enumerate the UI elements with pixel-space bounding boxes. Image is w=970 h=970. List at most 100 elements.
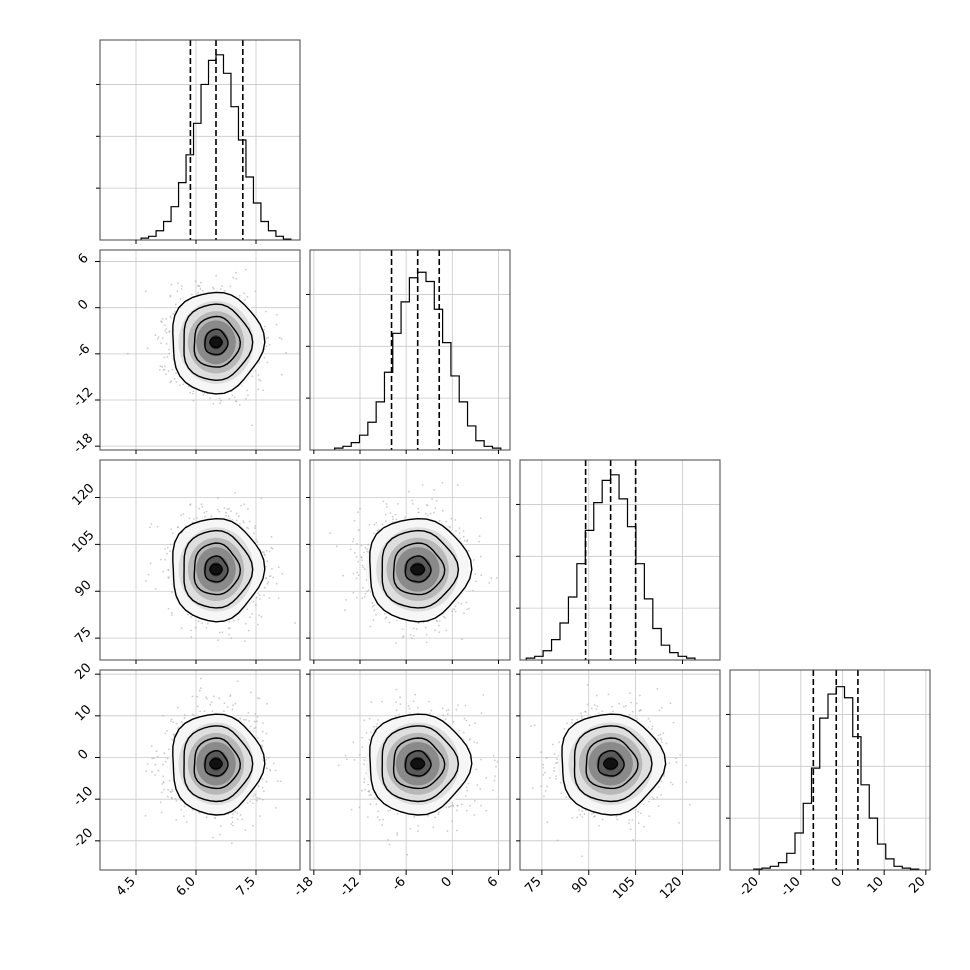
scatter-point [205, 697, 208, 700]
scatter-point [182, 383, 185, 386]
scatter-point [238, 404, 241, 406]
scatter-point [170, 718, 173, 721]
scatter-point [371, 602, 374, 604]
scatter-point [158, 369, 161, 371]
scatter-point [351, 540, 354, 543]
scatter-point [259, 797, 261, 800]
scatter-point [256, 720, 258, 723]
contour-line [404, 555, 432, 583]
scatter-point [165, 342, 168, 345]
scatter-point [277, 566, 280, 569]
scatter-point [244, 640, 246, 642]
scatter-point [355, 556, 358, 558]
scatter-point [413, 635, 415, 637]
scatter-point [164, 558, 167, 561]
scatter-point [256, 697, 259, 699]
scatter-point [189, 504, 192, 506]
scatter-point [163, 368, 166, 371]
scatter-point [164, 324, 166, 326]
scatter-point [468, 549, 470, 552]
scatter-point [144, 290, 147, 293]
scatter-point [409, 634, 412, 636]
scatter-point [466, 608, 469, 611]
scatter-point [166, 552, 169, 555]
scatter-point [488, 582, 491, 584]
scatter-point [264, 325, 266, 328]
scatter-point [165, 318, 168, 320]
scatter-point [188, 517, 191, 520]
scatter-point [197, 291, 200, 294]
scatter-point [434, 507, 437, 509]
scatter-point [264, 554, 266, 557]
scatter-point [205, 510, 208, 513]
scatter-point [190, 636, 193, 638]
scatter-point [408, 490, 410, 493]
scatter-point [266, 582, 269, 585]
scatter-point [174, 798, 177, 800]
contour-peak [410, 563, 426, 576]
scatter-point [212, 402, 215, 405]
scatter-point [156, 525, 159, 528]
scatter-point [168, 348, 170, 351]
scatter-point [231, 821, 234, 824]
scatter-point [171, 591, 173, 594]
scatter-point [385, 520, 387, 523]
scatter-point [329, 532, 332, 534]
scatter-point [265, 345, 268, 347]
scatter-point [259, 379, 262, 382]
scatter-point [180, 285, 183, 287]
scatter-point [264, 565, 267, 568]
scatter-point [203, 511, 206, 514]
scatter-point [173, 378, 176, 380]
scatter-point [235, 519, 238, 522]
scatter-point [199, 287, 202, 290]
scatter-point [438, 519, 441, 522]
scatter-point [385, 616, 388, 619]
scatter-point [384, 513, 387, 516]
scatter-point [228, 397, 231, 400]
scatter-point [180, 808, 183, 811]
scatter-point [421, 484, 424, 486]
scatter-point [450, 517, 453, 520]
scatter-point [258, 614, 261, 617]
scatter-point [433, 511, 435, 514]
scatter-point [345, 599, 347, 601]
scatter-point [402, 635, 405, 637]
scatter-point [415, 628, 418, 630]
scatter-point [200, 503, 203, 506]
density-content [126, 248, 287, 427]
scatter-point [240, 504, 242, 507]
density-panel-0-3 [99, 669, 301, 871]
contour-line [183, 303, 254, 382]
scatter-point [456, 484, 459, 487]
scatter-point [278, 336, 281, 339]
histogram-frame [729, 669, 931, 871]
scatter-point [474, 573, 477, 575]
density-content [144, 677, 282, 845]
scatter-point [438, 624, 440, 627]
scatter-point [171, 790, 174, 793]
scatter-point [395, 642, 397, 645]
scatter-point [367, 589, 370, 591]
scatter-point [154, 334, 157, 337]
scatter-point [465, 601, 468, 604]
scatter-point [349, 548, 352, 551]
scatter-point [388, 621, 391, 624]
scatter-point [189, 391, 192, 394]
scatter-point [204, 248, 206, 250]
scatter-point [267, 581, 270, 583]
scatter-point [239, 814, 242, 816]
scatter-point [175, 818, 178, 821]
scatter-point [193, 714, 196, 717]
scatter-point [233, 396, 236, 399]
scatter-point [275, 323, 278, 326]
scatter-point [257, 623, 259, 626]
scatter-point [272, 576, 274, 579]
scatter-point [166, 356, 169, 358]
scatter-point [213, 695, 215, 698]
scatter-point [391, 515, 394, 518]
contour-peak [209, 336, 223, 348]
scatter-point [160, 320, 163, 323]
scatter-point [223, 507, 226, 509]
scatter-point [218, 510, 221, 513]
